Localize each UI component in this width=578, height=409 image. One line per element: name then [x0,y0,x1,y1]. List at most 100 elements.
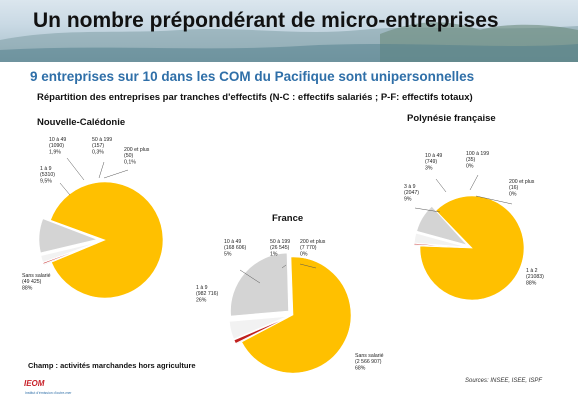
slice-label-line: 0,1% [124,159,136,165]
leader-line [66,157,85,181]
slice-label-line: (16) [509,185,518,191]
leader-line [103,169,129,179]
slice-label: 1 à 9 (5310) 9,5% [40,166,55,184]
leader-line [435,178,447,193]
leader-line [98,161,105,179]
leader-line [469,174,479,191]
slice-label: 3 à 9 (2047) 9% [404,184,419,202]
slice-label-line: (2 566 907) [355,359,382,365]
pie-slice [42,242,98,265]
slice-label: 50 à 199 (26 545) 1% [270,239,290,257]
slice-label: 100 à 199 (35) 0% [466,151,489,169]
sources-note: Sources: INSEE, ISEE, ISPF [465,378,543,384]
slice-label-line: (50) [124,153,133,159]
ieom-logo: IEOM Institut d'émission d'outre-mer [22,378,71,402]
slice-label-line: (49 425) [22,279,42,285]
slice-label-line: (35) [466,157,475,163]
pie-slice [413,243,467,248]
slice-label: 50 à 199 (157) 0,3% [92,137,112,155]
slice-label: 200 et plus (16) 0% [509,179,535,197]
slice-label-line: 26% [196,297,207,303]
slice-label-line: (21083) [526,274,544,280]
slice-label-line: 88% [22,285,33,291]
slice-label-line: 0,3% [92,149,104,155]
leader-line [299,263,317,269]
slice-label-line: 68% [355,365,366,371]
pie-title-nouvelle-caledonie: Nouvelle-Calédonie [37,117,126,128]
slice-label-line: 3 à 9 [404,184,416,190]
slice-label-line: (157) [92,143,104,149]
slice-label-line: (1090) [49,143,64,149]
slice-label: 10 à 49 (1090) 1,9% [49,137,66,155]
pie-slice [40,242,98,263]
slice-label-line: 1 à 9 [40,166,52,172]
slice-label-line: 1% [270,251,278,257]
slice-label: 200 et plus (50) 0,1% [124,147,150,165]
slice-label: Sans salarié (49 425) 88% [22,273,51,291]
slice-label-line: 1 à 9 [196,285,208,291]
slice-label-line: (749) [425,159,437,165]
slice-label-line: 0% [300,251,308,257]
slice-label-line: (5310) [40,172,55,178]
slice-label-line: 9% [404,196,412,202]
pie-2: 1 à 2 (21083) 88% 3 à 9 (2047) 9% 10 à 49 (749)… [404,151,544,301]
pie-1: Sans salarié (2 566 907) 68% 1 à 9 (982 716)… [196,239,384,374]
slice-label: 1 à 9 (982 716) 26% [196,285,218,303]
leader-line [475,195,513,205]
pie-slice [38,218,99,254]
pie-slice [50,181,164,299]
slice-label-line: 10 à 49 [49,137,66,143]
slice-label: 1 à 2 (21083) 88% [526,268,544,286]
slice-label-line: 1,9% [49,149,61,155]
pie-slice [233,317,288,344]
slice-label-line: (168 606) [224,245,246,251]
logo-text: IEOM [24,379,45,388]
slice-label-line: (982 716) [196,291,218,297]
slice-label-line: (7 770) [300,245,317,251]
slide-title: Un nombre prépondérant de micro-entrepri… [33,9,499,32]
slice-label-line: 50 à 199 [92,137,112,143]
chart-caption: Répartition des entreprises par tranches… [37,92,473,103]
slice-label: 200 et plus (7 770) 0% [300,239,326,257]
slice-label-line: 100 à 199 [466,151,489,157]
slice-label-line: 50 à 199 [270,239,290,245]
slice-label-line: 88% [526,280,537,286]
slide-subtitle: 9 entreprises sur 10 dans les COM du Pac… [30,69,475,84]
logo-subtext: Institut d'émission d'outre-mer [25,391,72,395]
slice-label-line: Sans salarié [355,353,384,359]
slice-label: Sans salarié (2 566 907) 68% [355,353,384,371]
pie-title-france: France [272,213,304,224]
slice-label-line: 200 et plus [300,239,326,245]
slice-label-line: 10 à 49 [425,153,442,159]
slice-label-line: 10 à 49 [224,239,241,245]
slice-label-line: 3% [425,165,433,171]
slice-label-line: (2047) [404,190,419,196]
slice-label-line: 9,5% [40,178,52,184]
slice-label: 10 à 49 (168 606) 5% [224,239,246,257]
slice-label-line: 1 à 2 [526,268,538,274]
pie-slice [419,195,525,301]
slice-label-line: 0% [509,191,517,197]
leader-line [239,269,261,284]
slice-label-line: 5% [224,251,232,257]
slice-label-line: Sans salarié [22,273,51,279]
leader-line [281,264,287,269]
slice-label-line: 200 et plus [124,147,150,153]
scope-note: Champ : activités marchandes hors agricu… [28,361,196,370]
banner-landscape [0,22,578,62]
pie-slice [229,316,288,340]
slice-label: 10 à 49 (749) 3% [425,153,442,171]
header-banner: Un nombre prépondérant de micro-entrepri… [0,0,578,62]
slice-label-line: 200 et plus [509,179,535,185]
pie-slice [413,232,467,248]
pie-slice [241,256,352,374]
slice-label-line: 0% [466,163,474,169]
pie-slice [230,252,289,317]
leader-line [59,182,71,196]
pie-title-polynesie: Polynésie française [407,113,496,124]
pie-slice [416,206,468,246]
pie-0: Sans salarié (49 425) 88% 1 à 9 (5310) 9,5% 10… [22,137,164,299]
leader-line [414,207,441,213]
slice-label-line: (26 545) [270,245,290,251]
